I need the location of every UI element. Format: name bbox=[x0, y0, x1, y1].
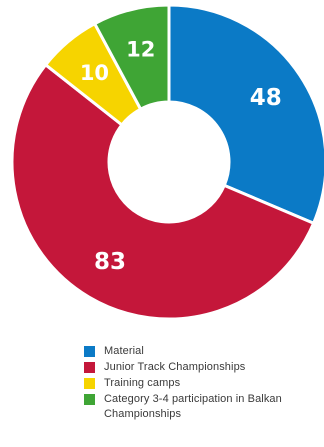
legend-item-junior-track-championships: Junior Track Championships bbox=[84, 360, 324, 375]
legend-swatch-material bbox=[84, 346, 95, 357]
legend-label-balkan-championships: Category 3-4 participation in Balkan Cha… bbox=[104, 393, 282, 420]
donut-chart: 48 83 10 12 bbox=[10, 3, 324, 321]
data-label-category-3-4-participation-in-balkan-championships: 12 bbox=[126, 38, 155, 62]
legend-label-junior-track-championships: Junior Track Championships bbox=[104, 361, 246, 373]
legend-swatch-balkan-championships bbox=[84, 394, 95, 405]
legend-item-training-camps: Training camps bbox=[84, 376, 324, 391]
legend-label-training-camps: Training camps bbox=[104, 377, 181, 389]
data-label-junior-track-championships: 83 bbox=[94, 249, 126, 275]
legend-item-balkan-championships: Category 3-4 participation in Balkan Cha… bbox=[84, 392, 324, 422]
legend-item-material: Material bbox=[84, 344, 324, 359]
legend-swatch-training-camps bbox=[84, 378, 95, 389]
slice-category-3-4-participation-in-balkan-championships bbox=[93, 3, 171, 111]
legend: Material Junior Track Championships Trai… bbox=[84, 344, 324, 422]
slice-material bbox=[167, 3, 324, 225]
data-label-material: 48 bbox=[250, 85, 282, 111]
legend-swatch-junior-track-championships bbox=[84, 362, 95, 373]
legend-label-material: Material bbox=[104, 345, 144, 357]
slice-junior-track-championships bbox=[10, 63, 316, 321]
data-label-training-camps: 10 bbox=[80, 61, 109, 85]
